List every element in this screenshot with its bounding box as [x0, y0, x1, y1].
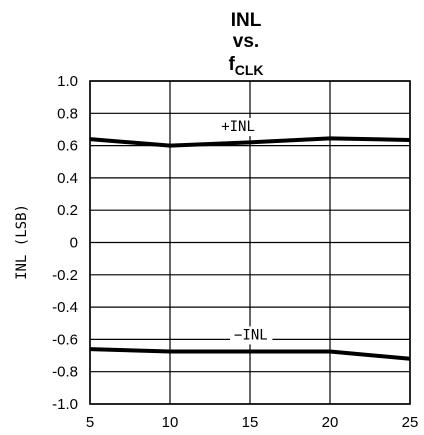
y-tick-label: 0.8 [57, 105, 78, 122]
y-tick-label: 0 [70, 235, 78, 252]
x-tick-labels: 5 10 15 20 25 [86, 414, 419, 431]
chart-title: INL vs. fCLK [228, 10, 263, 78]
y-tick-label: -0.6 [52, 331, 78, 348]
x-tick-label: 5 [86, 414, 94, 431]
y-axis-label: INL (LSB) [14, 204, 30, 280]
y-tick-label: -1.0 [52, 396, 78, 413]
y-tick-labels: 1.0 0.8 0.6 0.4 0.2 0 -0.2 -0.4 -0.6 -0.8 -1.0 [52, 73, 78, 413]
y-tick-label: -0.4 [52, 299, 78, 316]
title-line-1: INL [231, 10, 262, 31]
x-tick-label: 10 [162, 414, 179, 431]
y-tick-label: 0.4 [57, 170, 78, 187]
title-line-2: vs. [233, 31, 259, 52]
y-tick-label: 0.6 [57, 138, 78, 155]
y-tick-label: 0.2 [57, 202, 78, 219]
annotation-background [230, 326, 273, 345]
series-line-2 [89, 347, 411, 361]
x-tick-label: 20 [322, 414, 339, 431]
annotations: +INL −INL [217, 118, 273, 345]
title-line-3: fCLK [228, 54, 263, 78]
annotation-label: −INL [234, 327, 268, 343]
y-tick-label: -0.2 [52, 267, 78, 284]
title-f: f [228, 54, 235, 75]
x-tick-label: 15 [242, 414, 259, 431]
series-lines [89, 136, 411, 361]
series-line-1 [89, 136, 411, 148]
y-tick-label: 1.0 [57, 73, 78, 90]
annotation-label: +INL [221, 119, 255, 135]
annotation-background [217, 118, 260, 137]
plot-frame [89, 80, 411, 405]
y-tick-label: -0.8 [52, 364, 78, 381]
x-tick-label: 25 [402, 414, 419, 431]
title-subscript: CLK [235, 62, 264, 78]
